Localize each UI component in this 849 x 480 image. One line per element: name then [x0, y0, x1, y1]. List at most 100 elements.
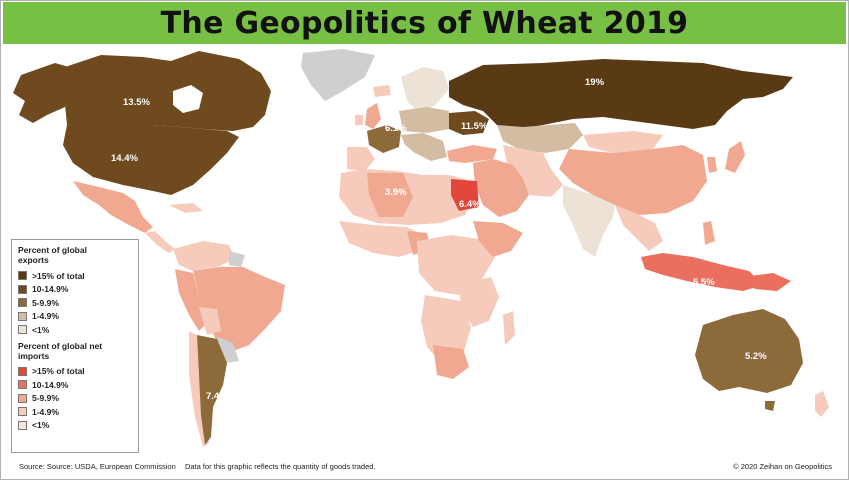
australia [695, 309, 803, 393]
legend-swatch [18, 298, 27, 308]
footer: Source: Source: USDA, European Commissio… [1, 456, 849, 478]
map-legend: Percent of global exports >15% of total … [11, 239, 139, 453]
central-africa [417, 235, 495, 295]
legend-item-label: <1% [32, 324, 50, 335]
legend-item: 1-4.9% [12, 405, 138, 419]
label-ukraine: 11.5% [461, 121, 488, 132]
legend-exports-list: >15% of total 10-14.9% 5-9.9% 1-4.9% <1% [12, 269, 138, 337]
ireland [355, 115, 363, 125]
legend-swatch [18, 311, 27, 321]
legend-item: >15% of total [12, 365, 138, 379]
usa [63, 125, 239, 195]
legend-exports-heading: Percent of global exports [18, 245, 87, 265]
legend-swatch [18, 366, 27, 376]
middle-east [473, 159, 529, 217]
alaska [13, 63, 69, 123]
turkey [447, 145, 497, 163]
new-zealand [815, 391, 829, 417]
legend-item-label: <1% [32, 420, 50, 431]
egypt [451, 179, 479, 211]
korea [707, 157, 717, 173]
legend-item: 5-9.9% [12, 296, 138, 310]
colombia-venezuela [173, 241, 235, 271]
france [367, 125, 401, 153]
legend-swatch [18, 393, 27, 403]
mexico [73, 181, 153, 233]
algeria [367, 173, 413, 217]
legend-item-label: 1-4.9% [32, 311, 59, 322]
mongolia [583, 131, 663, 153]
iceland [373, 85, 391, 97]
central-america [145, 231, 175, 253]
italy-balkans [401, 133, 447, 161]
world-map-svg [13, 49, 829, 447]
caribbean [169, 203, 203, 213]
scandinavia [401, 67, 449, 113]
legend-swatch [18, 380, 27, 390]
legend-item: <1% [12, 419, 138, 433]
title-bar: The Geopolitics of Wheat 2019 [3, 2, 846, 44]
peru [175, 269, 207, 331]
canada [65, 51, 271, 131]
hudson-bay [173, 85, 203, 113]
philippines [703, 221, 715, 245]
uk [365, 103, 381, 129]
legend-imports-list: >15% of total 10-14.9% 5-9.9% 1-4.9% <1% [12, 365, 138, 433]
legend-swatch [18, 420, 27, 430]
footer-copyright: © 2020 Zeihan on Geopolitics [733, 462, 832, 471]
japan [725, 141, 745, 173]
horn-africa [473, 221, 523, 257]
label-argentina: 7.4% [206, 391, 228, 402]
png [743, 273, 791, 291]
legend-item: <1% [12, 323, 138, 337]
legend-swatch [18, 407, 27, 417]
east-africa [459, 277, 499, 327]
iberia [347, 147, 375, 171]
legend-item: 10-14.9% [12, 283, 138, 297]
legend-item-label: 10-14.9% [32, 284, 69, 295]
legend-item-label: 1-4.9% [32, 406, 59, 417]
india [563, 185, 615, 257]
label-france: 6.1% [385, 123, 407, 134]
legend-item-label: >15% of total [32, 270, 85, 281]
map-title: The Geopolitics of Wheat 2019 [160, 5, 689, 41]
madagascar [503, 311, 515, 345]
legend-item: 10-14.9% [12, 378, 138, 392]
greenland [301, 49, 375, 101]
legend-swatch [18, 284, 27, 294]
legend-item: 5-9.9% [12, 392, 138, 406]
label-australia: 5.2% [745, 351, 767, 362]
russia [449, 59, 793, 129]
bolivia [199, 307, 221, 335]
label-russia: 19% [585, 77, 605, 88]
legend-swatch [18, 271, 27, 281]
paraguay-uruguay [217, 337, 239, 363]
footer-source: Source: Source: USDA, European Commissio… [19, 462, 176, 471]
south-africa [433, 345, 469, 379]
label-canada: 13.5% [123, 97, 150, 108]
kazakhstan [497, 123, 583, 153]
legend-item: 1-4.9% [12, 310, 138, 324]
iran-afgh [513, 165, 563, 197]
legend-swatch [18, 325, 27, 335]
legend-item-label: 5-9.9% [32, 297, 59, 308]
indonesia [641, 253, 763, 291]
label-algeria: 3.9% [385, 187, 407, 198]
legend-item: >15% of total [12, 269, 138, 283]
germany-poland [399, 107, 449, 133]
label-usa: 14.4% [111, 153, 138, 164]
legend-item-label: 5-9.9% [32, 393, 59, 404]
argentina [197, 335, 227, 445]
west-africa [339, 221, 423, 257]
label-indonesia: 5.5% [693, 277, 715, 288]
legend-imports-heading: Percent of global net imports [18, 340, 103, 361]
china [559, 145, 707, 215]
world-map: 13.5% 14.4% 19% 6.1% 11.5% 3.9% 6.4% 5.5… [3, 45, 846, 455]
label-egypt: 6.4% [459, 199, 481, 210]
legend-item-label: 10-14.9% [32, 379, 69, 390]
tasmania [765, 401, 775, 411]
footer-note: Data for this graphic reflects the quant… [185, 462, 376, 471]
chile [189, 331, 209, 447]
legend-item-label: >15% of total [32, 366, 85, 377]
